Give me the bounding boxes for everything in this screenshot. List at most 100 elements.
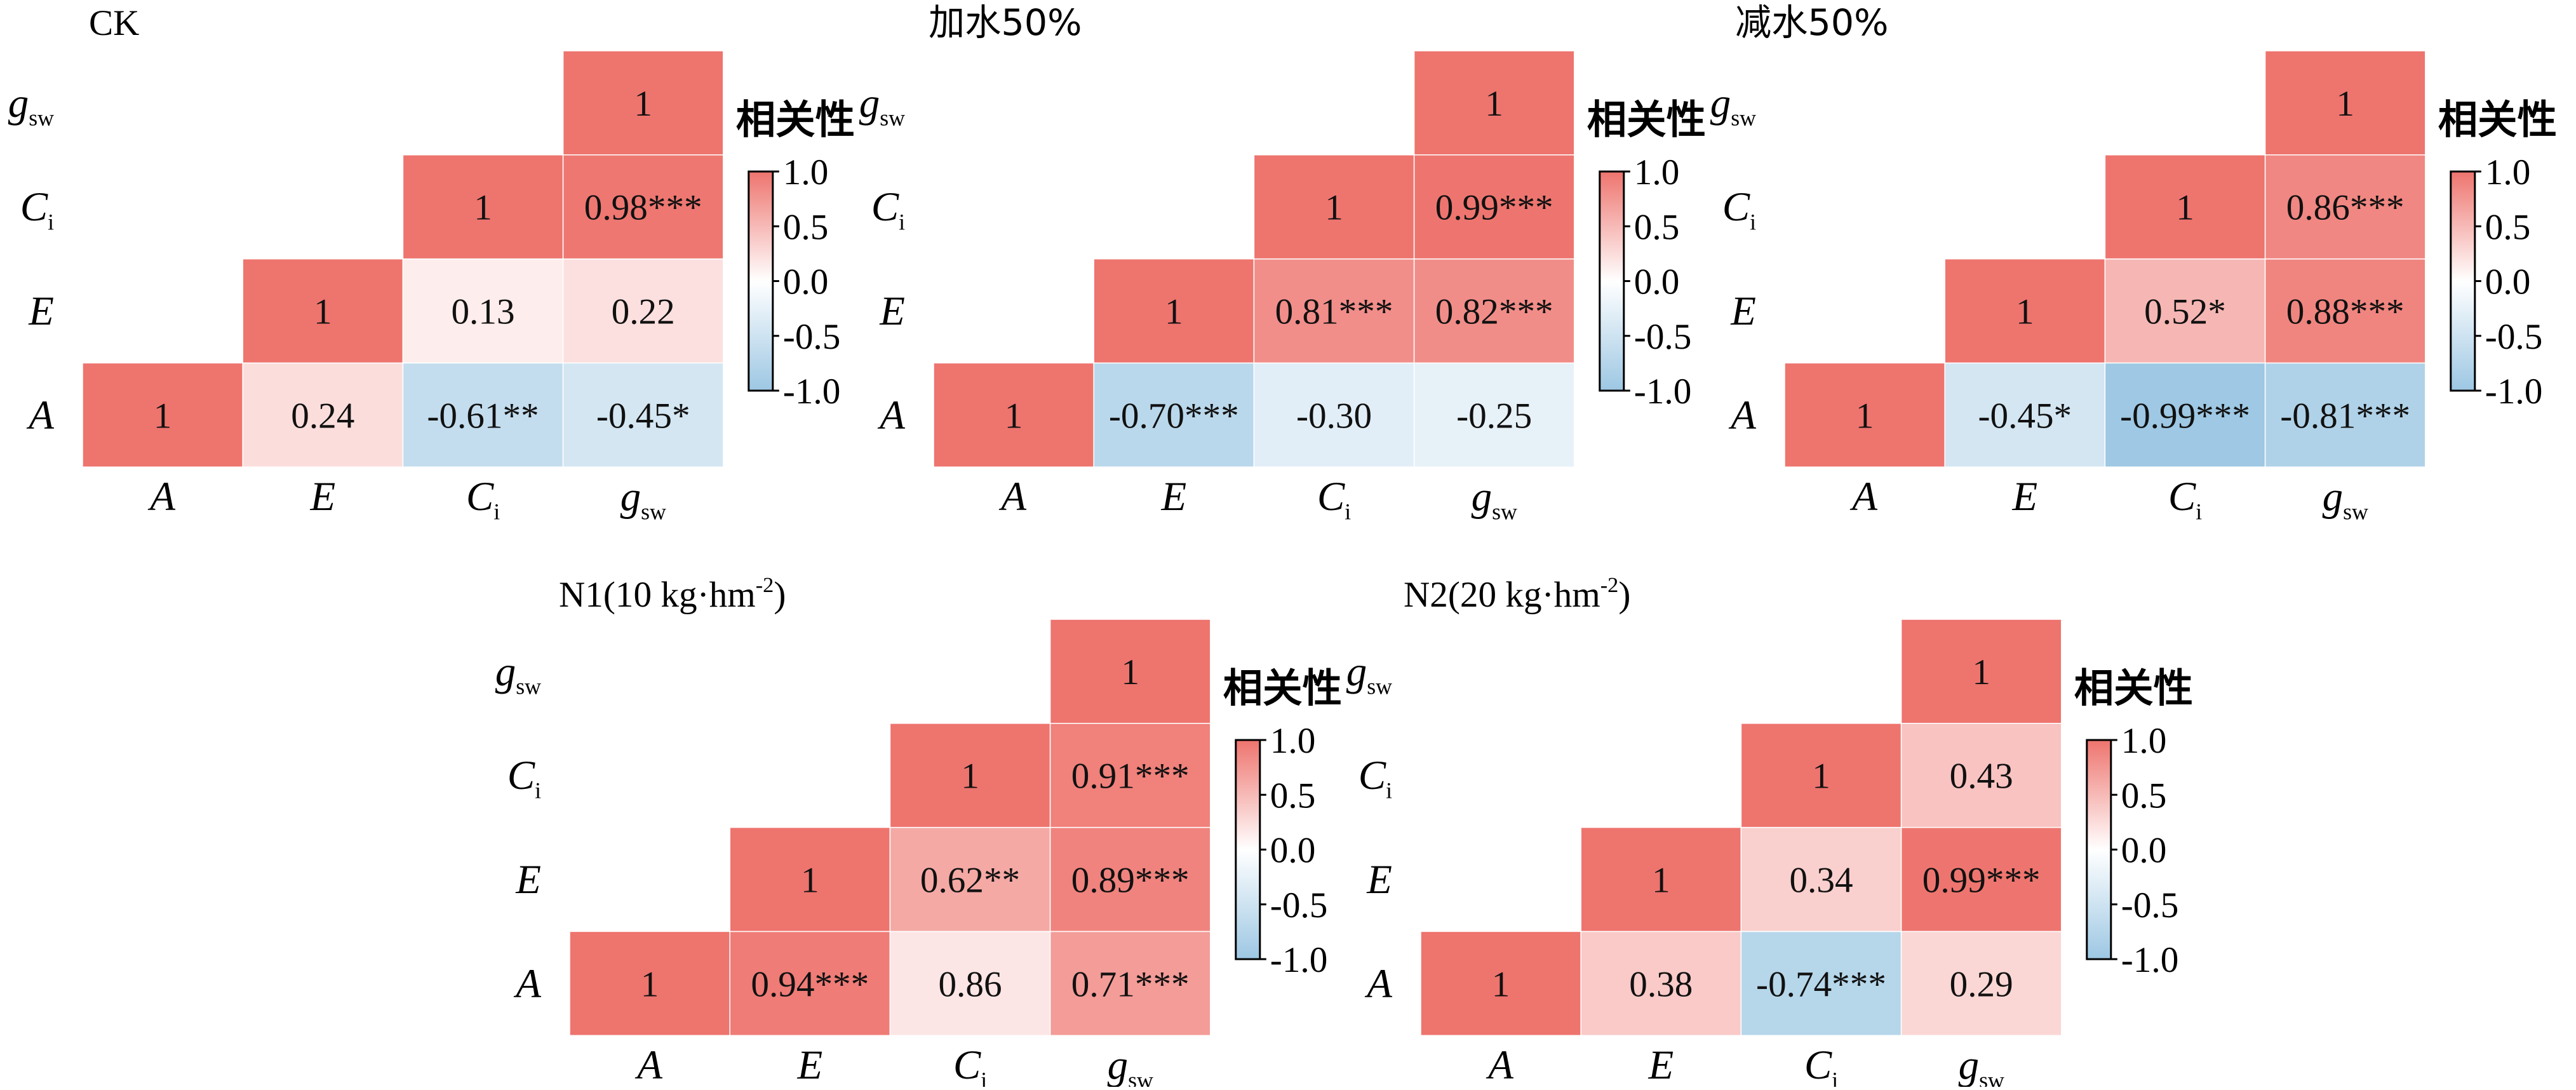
cell-value-label: 0.43 — [1950, 757, 2013, 797]
y-tick-base: E — [1730, 288, 1756, 334]
x-tick-base: C — [2168, 474, 2196, 520]
x-tick-base: A — [1486, 1042, 1513, 1087]
x-tick-label: A — [147, 474, 175, 520]
heatmap-cell — [1253, 154, 1415, 260]
y-tick-label: Ci — [871, 184, 905, 234]
cell-value-label: 0.38 — [1629, 964, 1693, 1004]
heatmap-panel-5: N2(20 kg·hm-2) 1 0.38 -0.74*** 0.29 1 0.34 0.99… — [1346, 573, 2193, 1090]
y-tick-label: A — [513, 961, 541, 1007]
y-tick-sub: i — [1750, 209, 1756, 234]
x-tick-label: E — [309, 474, 335, 520]
y-tick-label: E — [1730, 288, 1756, 334]
heatmap-panel-4: N1(10 kg·hm-2) 1 0.94*** 0.86 0.71*** 1 0.62**… — [495, 573, 1342, 1090]
x-tick-label: A — [998, 474, 1026, 520]
x-tick-base: E — [2011, 474, 2037, 520]
colorbar-tick-label: 0.0 — [783, 262, 828, 302]
cell-value-label: 1 — [154, 396, 172, 436]
colorbar-tick-label: -1.0 — [2121, 940, 2179, 980]
x-tick-label: gsw — [1472, 474, 1517, 524]
heatmap-cell — [2264, 50, 2426, 156]
x-tick-base: E — [796, 1042, 822, 1087]
y-tick-base: E — [28, 288, 54, 334]
cell-value-label: 0.81*** — [1275, 292, 1393, 332]
colorbar-tick-label: 0.0 — [1634, 262, 1679, 302]
y-tick-label: Ci — [1358, 753, 1392, 803]
y-tick-sub: sw — [1731, 105, 1756, 131]
heatmap-cell — [1049, 619, 1211, 724]
colorbar-tick-label: 0.0 — [2485, 262, 2530, 302]
y-tick-sub: i — [899, 209, 905, 234]
colorbar-gradient — [1599, 170, 1625, 392]
y-tick-base: A — [513, 961, 541, 1007]
cell-value-label: 1 — [1165, 292, 1183, 332]
panel-title: CK — [89, 3, 139, 43]
x-tick-label: gsw — [2323, 474, 2368, 524]
x-tick-sub: i — [1345, 499, 1351, 525]
cell-value-label: 1 — [2016, 292, 2034, 332]
cell-value-label: 0.29 — [1950, 964, 2013, 1004]
y-tick-label: E — [28, 288, 54, 334]
cell-value-label: 0.24 — [291, 396, 354, 436]
colorbar-title: 相关性 — [736, 97, 855, 143]
y-tick-sub: sw — [880, 105, 905, 131]
colorbar-tick-label: 1.0 — [1634, 152, 1679, 192]
heatmap-cell — [1049, 826, 1211, 932]
heatmap-cell — [1413, 154, 1575, 260]
heatmap-cell — [1580, 931, 1742, 1036]
panel-title-end: ) — [1618, 575, 1630, 615]
x-tick-sub: sw — [1492, 499, 1517, 525]
panel-title: 减水50% — [1735, 2, 1888, 44]
y-tick-sub: i — [535, 777, 541, 803]
heatmap-cell — [1784, 362, 1945, 468]
heatmap-cell — [402, 258, 564, 364]
colorbar-tick-label: -0.5 — [783, 317, 841, 357]
colorbar-title: 相关性 — [1223, 665, 1342, 711]
y-tick-label: gsw — [1346, 649, 1392, 699]
heatmap-cell — [933, 362, 1094, 468]
y-tick-base: E — [879, 288, 905, 334]
y-tick-base: g — [859, 80, 880, 126]
panel-title: N1(10 kg·hm-2) — [559, 573, 786, 615]
y-tick-base: E — [1366, 857, 1392, 903]
cell-value-label: -0.74*** — [1756, 964, 1886, 1004]
y-tick-base: A — [877, 393, 905, 438]
colorbar-tick-label: -1.0 — [2485, 372, 2543, 412]
panel-title: 加水50% — [929, 2, 1082, 44]
x-tick-sub: i — [493, 499, 500, 525]
panel-title: N2(20 kg·hm-2) — [1404, 573, 1630, 615]
cell-value-label: 1 — [1812, 757, 1830, 797]
heatmap-cell — [2264, 258, 2426, 364]
heatmap-cell — [562, 258, 724, 364]
y-tick-sub: sw — [1367, 674, 1392, 699]
colorbar-tick-label: 1.0 — [2121, 721, 2166, 761]
heatmap-cell — [562, 362, 724, 468]
cell-value-label: 1 — [641, 964, 659, 1004]
panel-title-superscript: -2 — [756, 573, 774, 597]
cell-value-label: 0.89*** — [1071, 861, 1190, 901]
heatmap-cell — [889, 723, 1051, 828]
heatmap-cell — [1413, 362, 1575, 468]
x-tick-label: gsw — [1108, 1042, 1153, 1087]
colorbar-title: 相关性 — [2438, 97, 2557, 143]
x-tick-label: Ci — [2168, 474, 2202, 524]
y-tick-label: Ci — [507, 753, 541, 803]
cell-value-label: 1 — [634, 84, 652, 124]
x-tick-base: C — [466, 474, 494, 520]
cell-value-label: 0.86*** — [2286, 188, 2405, 228]
y-tick-label: A — [1728, 393, 1756, 438]
x-tick-sub: i — [981, 1068, 987, 1087]
x-tick-base: C — [1317, 474, 1345, 520]
cell-value-label: 1 — [2176, 188, 2194, 228]
heatmap-cell — [1900, 723, 2062, 828]
heatmap-cell — [2104, 258, 2266, 364]
cell-value-label: 1 — [2336, 84, 2354, 124]
y-tick-base: g — [8, 80, 29, 126]
cell-value-label: 1 — [1485, 84, 1503, 124]
colorbar-tick-label: 0.5 — [1634, 207, 1679, 247]
x-tick-sub: sw — [641, 499, 666, 525]
colorbar-tick-label: -1.0 — [783, 372, 841, 412]
heatmap-panel-1: CK 1 0.24 -0.61** -0.45* 1 0.13 0.22 1 0.98*** 1 A A… — [8, 3, 855, 525]
heatmap-cell — [562, 154, 724, 260]
y-tick-base: E — [515, 857, 541, 903]
